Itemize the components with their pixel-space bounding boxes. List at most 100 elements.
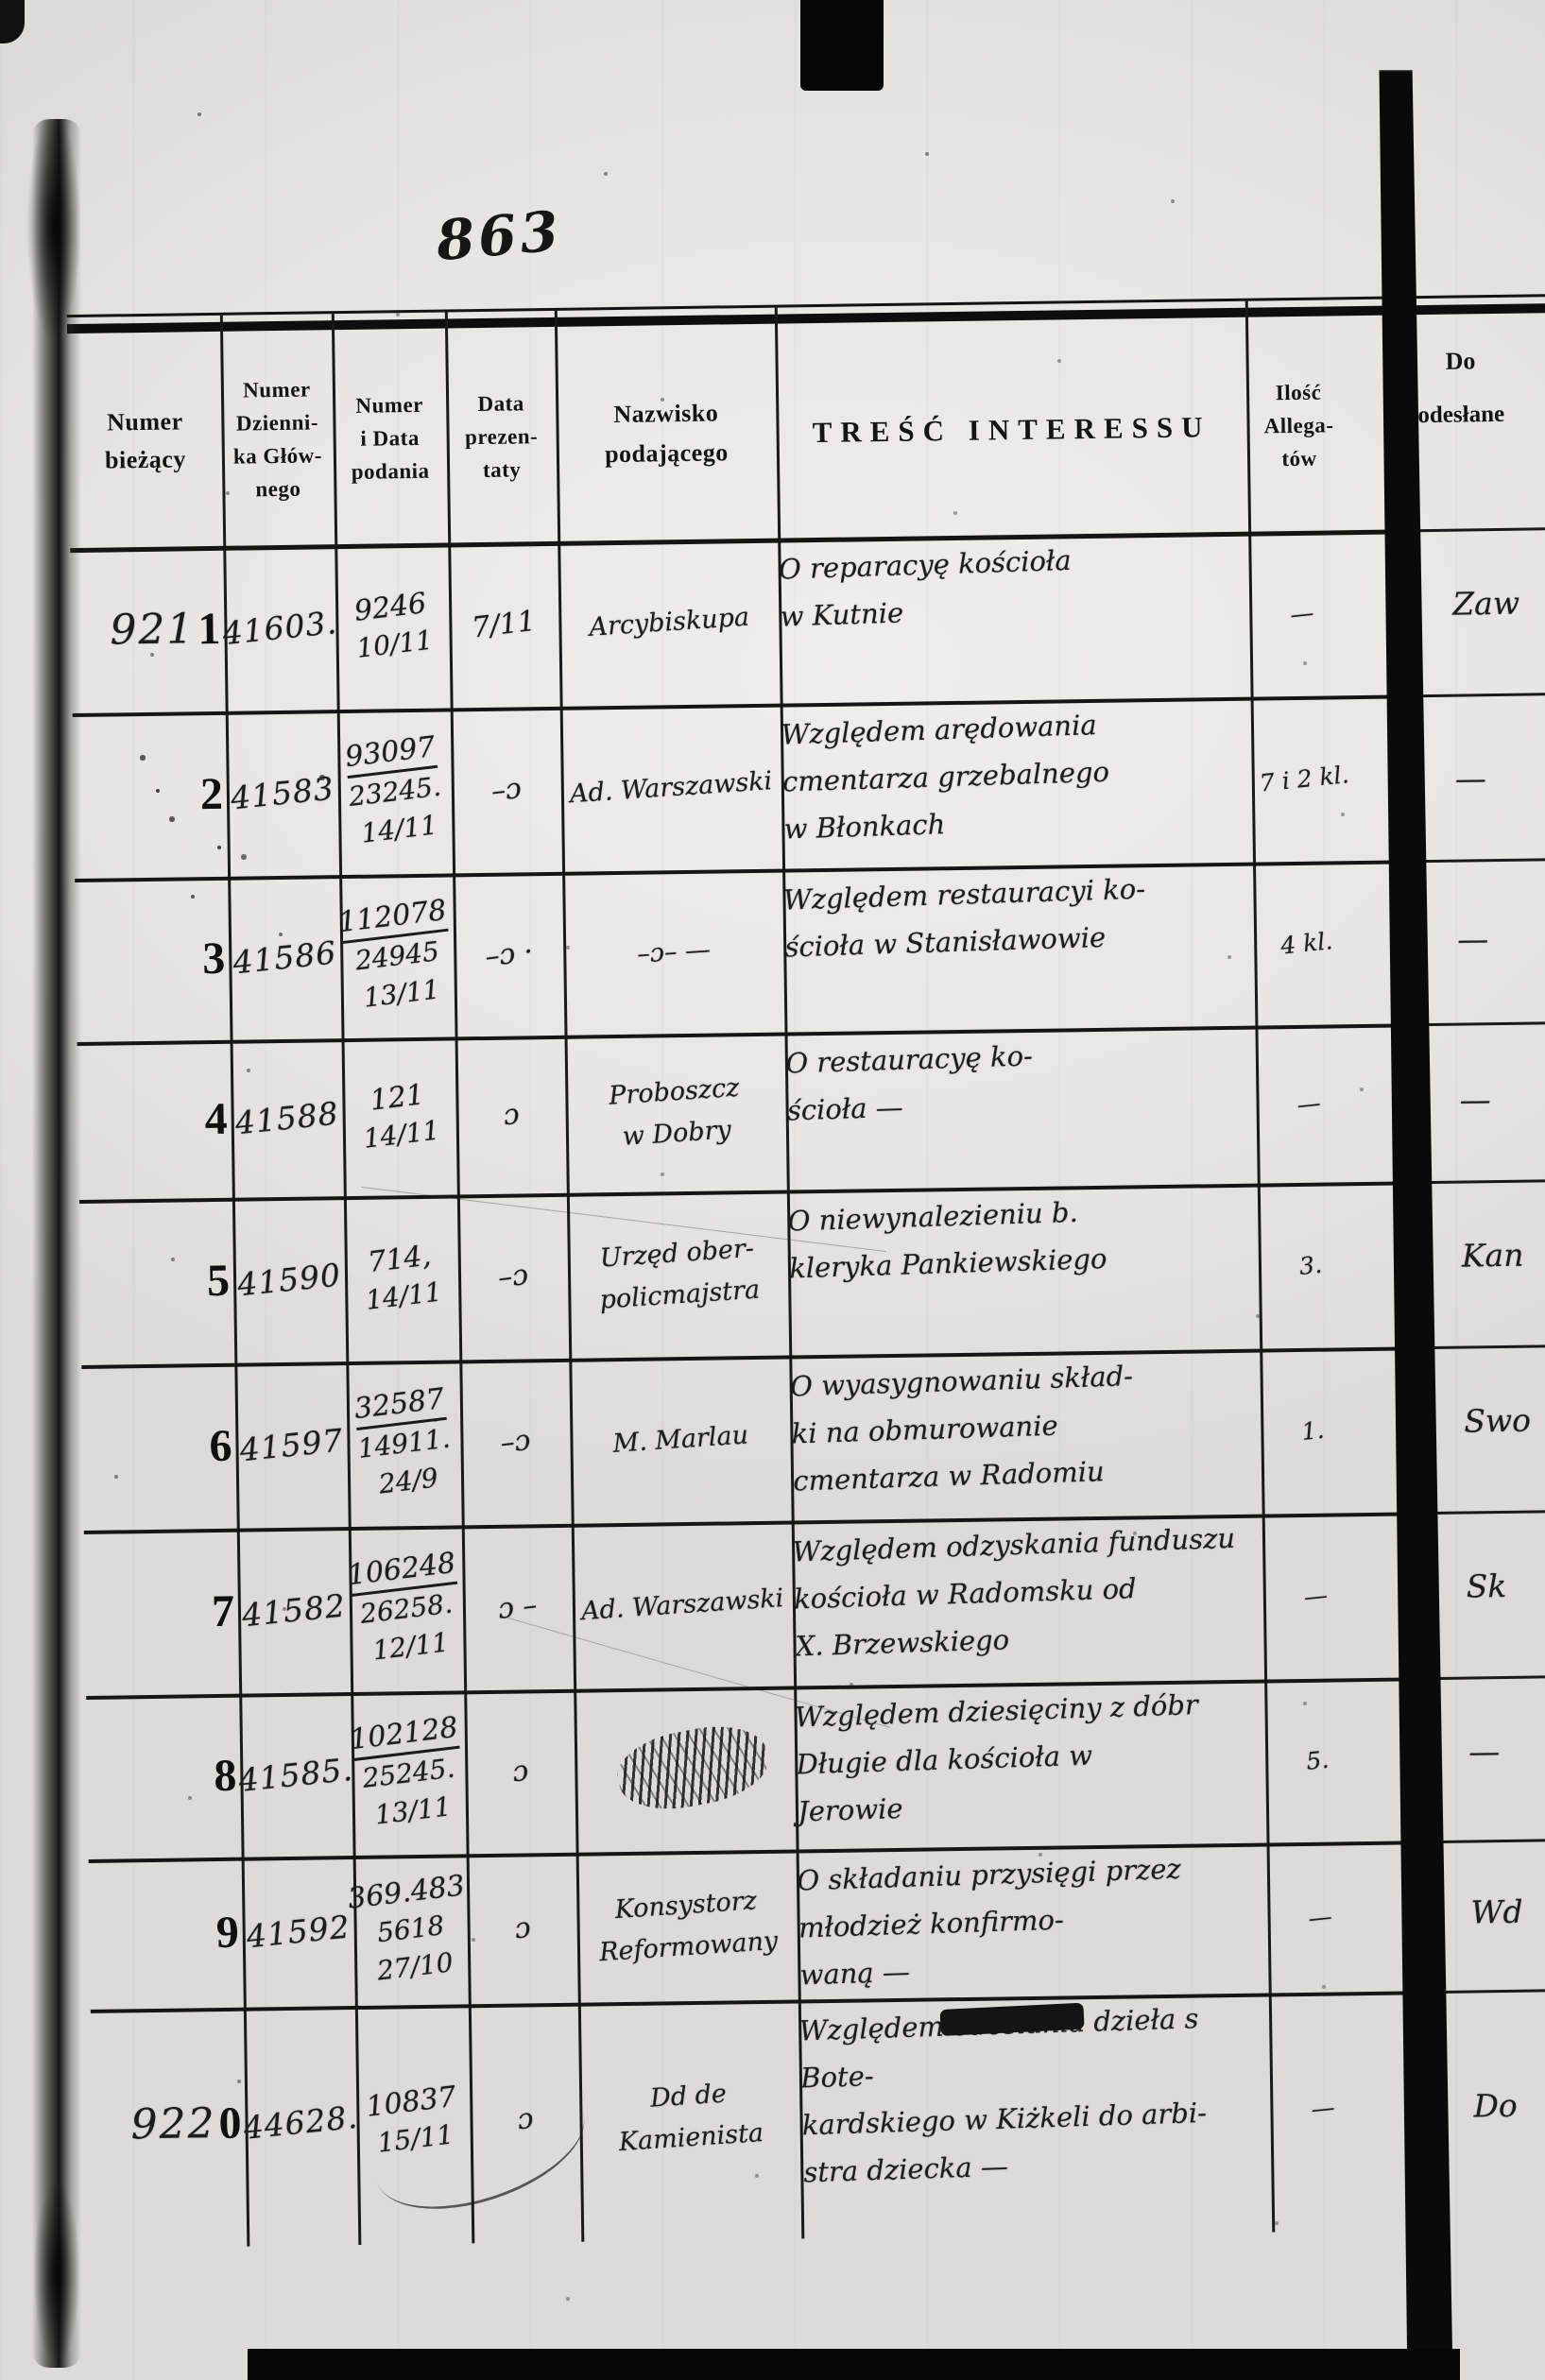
cell-nazwisko: Arcybiskupa — [558, 539, 780, 707]
tresc-value: O niewynalezieniu b. kleryka Pankiewskie… — [787, 1195, 1107, 1285]
allegaty-value: 4 kl. — [1279, 927, 1334, 960]
prezentata-value: –ɔ · — [482, 934, 535, 974]
right-page-fragment-text: Kan — [1461, 1236, 1524, 1275]
cell-dziennik: 44628. — [242, 2006, 360, 2239]
cell-tresc: Względem odesłania dzieła s Bote- kardsk… — [798, 1994, 1272, 2232]
podanie-date: 24945 13/11 — [353, 935, 442, 1014]
cell-allegaty: — — [1262, 1513, 1368, 1680]
right-page-fragment-text: — — [1454, 760, 1487, 797]
numer-handwritten: 921 — [110, 605, 196, 655]
table-row: 8 41585. 102128 25245. 13/11 ɔ Względem d… — [86, 1677, 1409, 1859]
cell-tresc: O wyasygnowaniu skład- ki na obmurowanie… — [789, 1349, 1262, 1521]
cell-podanie: 714, 14/11 — [335, 1190, 468, 1367]
allegaty-value: — — [1306, 1902, 1333, 1932]
allegaty-value: — — [1295, 1088, 1322, 1120]
right-page-fragment-text: Sk — [1466, 1567, 1507, 1605]
right-page-fragment-text: — — [1459, 1081, 1491, 1119]
prezentata-value: 7/11 — [470, 604, 538, 645]
cell-dziennik: 41583 — [226, 710, 339, 877]
tresc-value: Względem odzyskania funduszu kościoła w … — [792, 1521, 1236, 1663]
cell-prezentata: ɔ — [467, 1853, 578, 2005]
podanie-date: 26258. 12/11 — [358, 1587, 455, 1667]
numer-printed: 5 — [206, 1255, 231, 1307]
crossed-out-scribble — [611, 1716, 775, 1820]
cell-podanie: 93097 23245. 14/11 — [329, 703, 461, 881]
dziennik-number: 41583 — [229, 769, 336, 817]
right-page-header-odeslane: odesłane — [1417, 401, 1505, 429]
prezentata-value: –ɔ — [498, 1423, 533, 1461]
table-row: 921 1 41603. 9246 10/11 7/11 Arcybiskupa O… — [70, 530, 1393, 714]
cell-tresc: Względem odzyskania funduszu kościoła w … — [792, 1515, 1264, 1687]
cell-prezentata: –ɔ — [451, 707, 562, 874]
scan-black-strip — [800, 0, 884, 91]
cell-numer-biezacy: 2 — [73, 711, 228, 879]
cell-numer-biezacy: 4 — [77, 1040, 232, 1200]
numer-printed: 3 — [201, 933, 226, 985]
table-row: 6 41597 32587 14911. 24/9 –ɔ M. Marlau O … — [81, 1346, 1404, 1531]
prezentata-value: –ɔ — [496, 1258, 530, 1295]
tresc-value: O składaniu przysięgi przez młodzież kon… — [796, 1852, 1182, 1992]
podanie-date: 5618 27/10 — [375, 1909, 455, 1987]
header-ilosc-allegatow: Ilość Allega- tów — [1263, 380, 1334, 471]
cell-allegaty: — — [1255, 1024, 1361, 1184]
cell-allegaty: — — [1248, 530, 1354, 697]
cell-dziennik: 41586 — [228, 875, 341, 1040]
cell-podanie: 102128 25245. 13/11 — [343, 1686, 475, 1861]
dziennik-number: 41590 — [235, 1256, 343, 1304]
dziennik-number: 41588 — [233, 1094, 341, 1142]
numer-printed: 4 — [204, 1093, 229, 1145]
cell-podanie: 121 14/11 — [334, 1032, 465, 1202]
numer-printed: 7 — [211, 1585, 235, 1637]
podanie-date: 23245. 14/11 — [347, 770, 443, 849]
cell-prezentata: ɔ — [464, 1689, 575, 1855]
cell-numer-biezacy: 6 — [81, 1363, 236, 1531]
prezentata-value: ɔ — [509, 1754, 530, 1789]
cell-dziennik: 41597 — [234, 1361, 348, 1529]
dziennik-number: 41582 — [240, 1586, 348, 1635]
cell-nazwisko — [574, 1686, 796, 1852]
numer-printed: 2 — [199, 768, 224, 820]
allegaty-value: — — [1288, 598, 1315, 629]
dziennik-number: 41592 — [245, 1908, 352, 1956]
table-row: 9 41592 369.483 5618 27/10 ɔ Konsystorz R… — [89, 1841, 1412, 2010]
cell-podanie: 112078 24945 13/11 — [331, 868, 463, 1044]
cell-podanie: 9246 10/11 — [326, 538, 458, 715]
cell-nazwisko: Ad. Warszawski — [560, 704, 782, 872]
scan-corner-mark — [0, 0, 25, 43]
cell-numer-biezacy: 5 — [79, 1198, 234, 1365]
cell-podanie: 369.483 5618 27/10 — [346, 1849, 476, 2012]
cell-numer-biezacy: 3 — [75, 877, 230, 1042]
table-row: 922 0 44628. 10837 15/11 ɔ Dd de Kamienist… — [91, 1991, 1415, 2240]
scan-speckles — [0, 0, 2, 2]
cell-dziennik: 41603. — [221, 544, 339, 711]
nazwisko-value: Arcybiskupa — [588, 602, 750, 642]
podanie-date: 14/11 — [361, 1113, 441, 1155]
scan-bottom-bar — [248, 2349, 1460, 2380]
podanie-date: 10/11 — [354, 624, 435, 664]
cell-numer-biezacy: 921 1 — [70, 546, 225, 713]
cell-prezentata: 7/11 — [448, 541, 559, 709]
nazwisko-value: Proboszcz w Dobry — [608, 1072, 741, 1152]
tresc-value: O wyasygnowaniu skład- ki na obmurowanie… — [789, 1360, 1134, 1498]
cell-podanie: 106248 26258. 12/11 — [340, 1520, 472, 1698]
prezentata-value: –ɔ — [489, 771, 524, 809]
dziennik-number: 44628. — [242, 2097, 360, 2147]
tresc-value: Względem restauracyi ko- ścioła w Stanis… — [782, 872, 1146, 964]
dziennik-number: 41603. — [221, 603, 339, 653]
dziennik-number: 41586 — [231, 933, 338, 982]
cell-numer-biezacy: 8 — [86, 1694, 241, 1859]
numer-printed: 9 — [215, 1907, 240, 1959]
podanie-date: 14/11 — [364, 1275, 444, 1316]
nazwisko-value: Dd de Kamienista — [617, 2078, 764, 2157]
cell-dziennik: 41592 — [242, 1856, 355, 2008]
register-sheet: 863 Numer bieżący Numer Dzienni- ka Głów… — [64, 74, 1545, 2362]
podanie-date: 14911. 24/9 — [355, 1422, 453, 1500]
allegaty-value: — — [1301, 1581, 1329, 1611]
numer-printed: 1 — [197, 603, 221, 655]
cell-allegaty: — — [1267, 1841, 1373, 1994]
table-row: 4 41588 121 14/11 ɔ Proboszcz w Dobry O r… — [77, 1024, 1400, 1201]
cell-nazwisko: –ɔ– — — [562, 869, 784, 1036]
cell-numer-biezacy: 9 — [89, 1858, 244, 2010]
cell-allegaty: 7 i 2 kl. — [1251, 695, 1357, 863]
